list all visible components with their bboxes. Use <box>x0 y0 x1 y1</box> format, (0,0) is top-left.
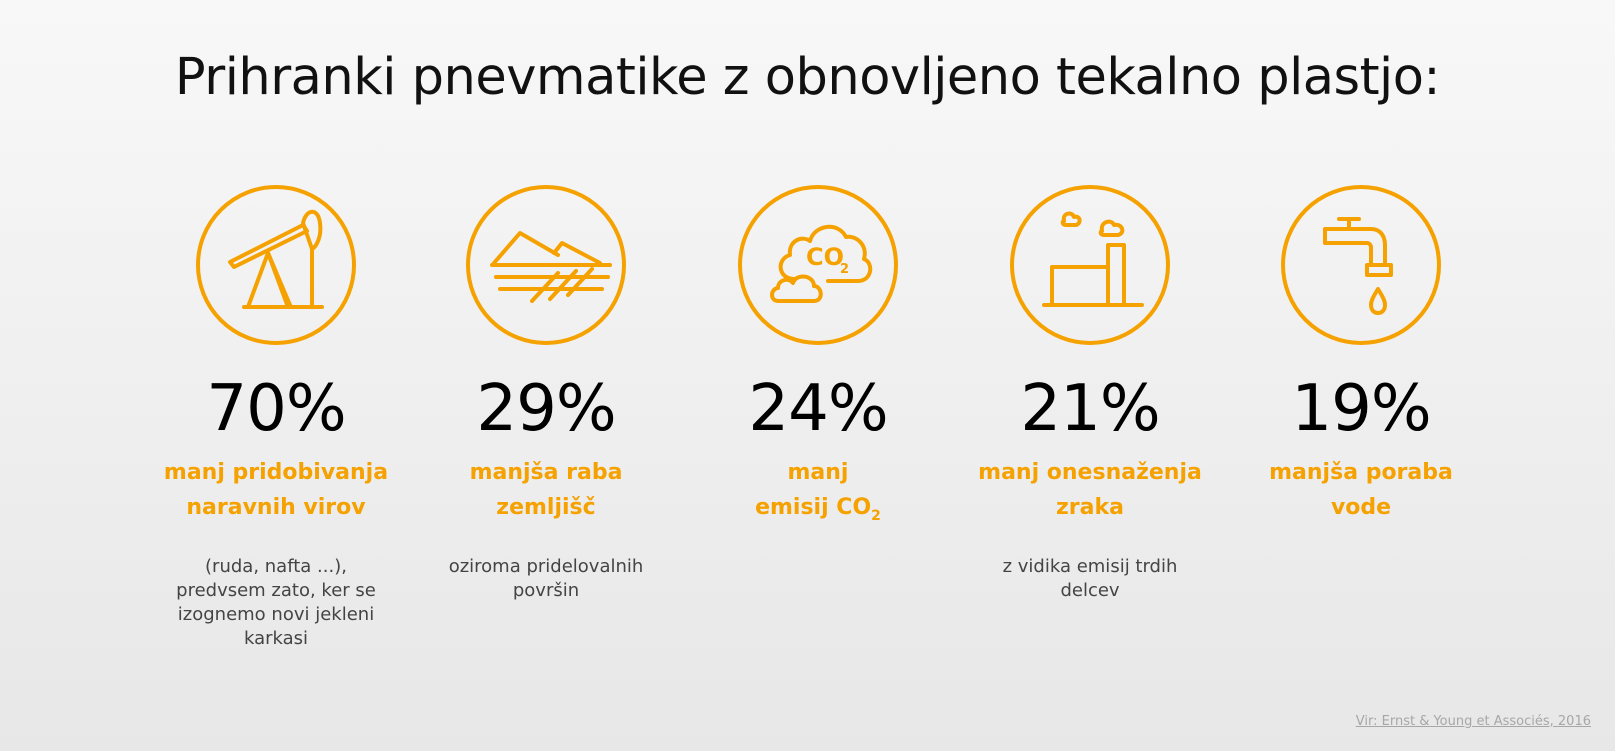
page-title: Prihranki pnevmatike z obnovljeno tekaln… <box>174 48 1441 107</box>
co2-text: CO <box>806 243 844 271</box>
stat-label: manjša poraba vode <box>1231 455 1491 525</box>
stat-label-line1: manjša raba <box>469 460 623 485</box>
source-link[interactable]: Vir: Ernst & Young et Associés, 2016 <box>1355 714 1591 729</box>
stat-water-use: 19% manjša poraba vode <box>1231 185 1491 555</box>
stat-label: manj pridobivanja naravnih virov <box>146 455 406 525</box>
stat-note: (ruda, nafta ...), predvsem zato, ker se… <box>176 556 376 649</box>
stat-label-line2: naravnih virov <box>186 495 366 520</box>
field-icon <box>490 231 612 303</box>
stat-label-line1: manj <box>787 460 849 485</box>
stat-value: 29% <box>476 372 616 446</box>
icon-circle <box>196 185 356 345</box>
stat-label: manjša raba zemljišč <box>416 455 676 525</box>
stat-note: z vidika emisij trdih delcev <box>1002 556 1178 601</box>
stat-label-line2: zraka <box>1056 495 1124 520</box>
water-tap-icon <box>1323 217 1393 315</box>
icon-circle <box>466 185 626 345</box>
stat-label: manj onesnaženja zraka <box>960 455 1220 525</box>
stat-label-line1: manj onesnaženja <box>978 460 1202 485</box>
factory-icon <box>1042 211 1144 307</box>
stat-value: 24% <box>748 372 888 446</box>
co2-subscript: 2 <box>840 262 849 277</box>
icon-circle <box>1281 185 1441 345</box>
stat-label-line2: emisij CO2 <box>688 490 948 528</box>
stat-label: manj emisij CO2 <box>688 455 948 528</box>
stat-air-pollution: 21% manj onesnaženja zraka z vidika emis… <box>960 185 1220 603</box>
stat-value: 21% <box>1020 372 1160 446</box>
oil-pump-icon <box>228 209 324 309</box>
subscript-two: 2 <box>871 508 881 524</box>
stat-value: 70% <box>206 372 346 446</box>
stat-value: 19% <box>1291 372 1431 446</box>
stat-label-line2: vode <box>1330 495 1392 520</box>
icon-circle <box>1010 185 1170 345</box>
stat-note: oziroma pridelovalnih površin <box>448 556 644 601</box>
icon-circle: CO 2 <box>738 185 898 345</box>
stat-label-line2: zemljišč <box>496 495 596 520</box>
stat-co2-emissions: CO 2 24% manj emisij CO2 <box>688 185 948 558</box>
co2-cloud-icon: CO 2 <box>770 225 873 303</box>
stat-label-line2-text: emisij CO <box>755 495 872 520</box>
stat-label-line1: manjša poraba <box>1269 460 1453 485</box>
stat-natural-resources: 70% manj pridobivanja naravnih virov (ru… <box>146 185 406 651</box>
stat-land-use: 29% manjša raba zemljišč oziroma pridelo… <box>416 185 676 603</box>
stat-label-line1: manj pridobivanja <box>163 460 389 485</box>
